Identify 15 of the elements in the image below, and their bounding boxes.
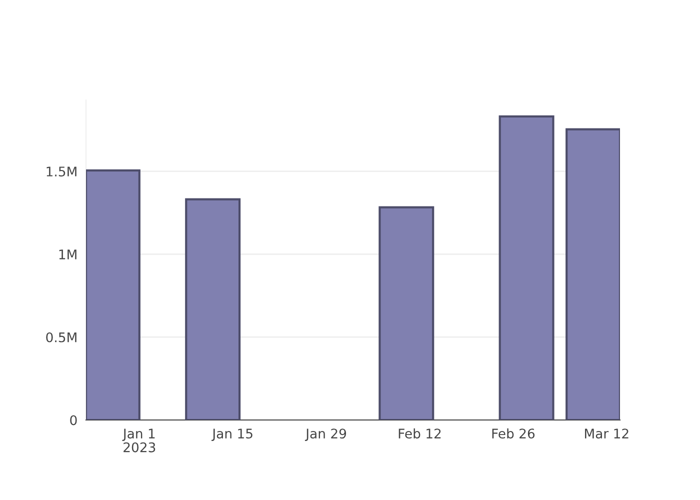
y-tick-label: 1M — [59, 250, 76, 260]
y-tick-label: 0.5M — [46, 332, 76, 342]
x-tick-label: Jan 1 2023 — [122, 428, 156, 452]
bar — [86, 169, 140, 420]
x-tick-label: Mar 12 — [585, 428, 628, 439]
x-tick-label: Jan 15 — [212, 428, 252, 441]
bar — [185, 198, 241, 420]
bar — [498, 115, 554, 420]
y-tick-label: 0 — [70, 415, 77, 426]
x-tick-label: Jan 29 — [304, 428, 346, 441]
bar — [566, 128, 620, 420]
bar — [378, 206, 434, 420]
x-tick-label: Feb 12 — [398, 428, 441, 439]
y-tick-label: 1.5M — [46, 166, 76, 176]
x-tick-label: Feb 26 — [492, 428, 535, 439]
